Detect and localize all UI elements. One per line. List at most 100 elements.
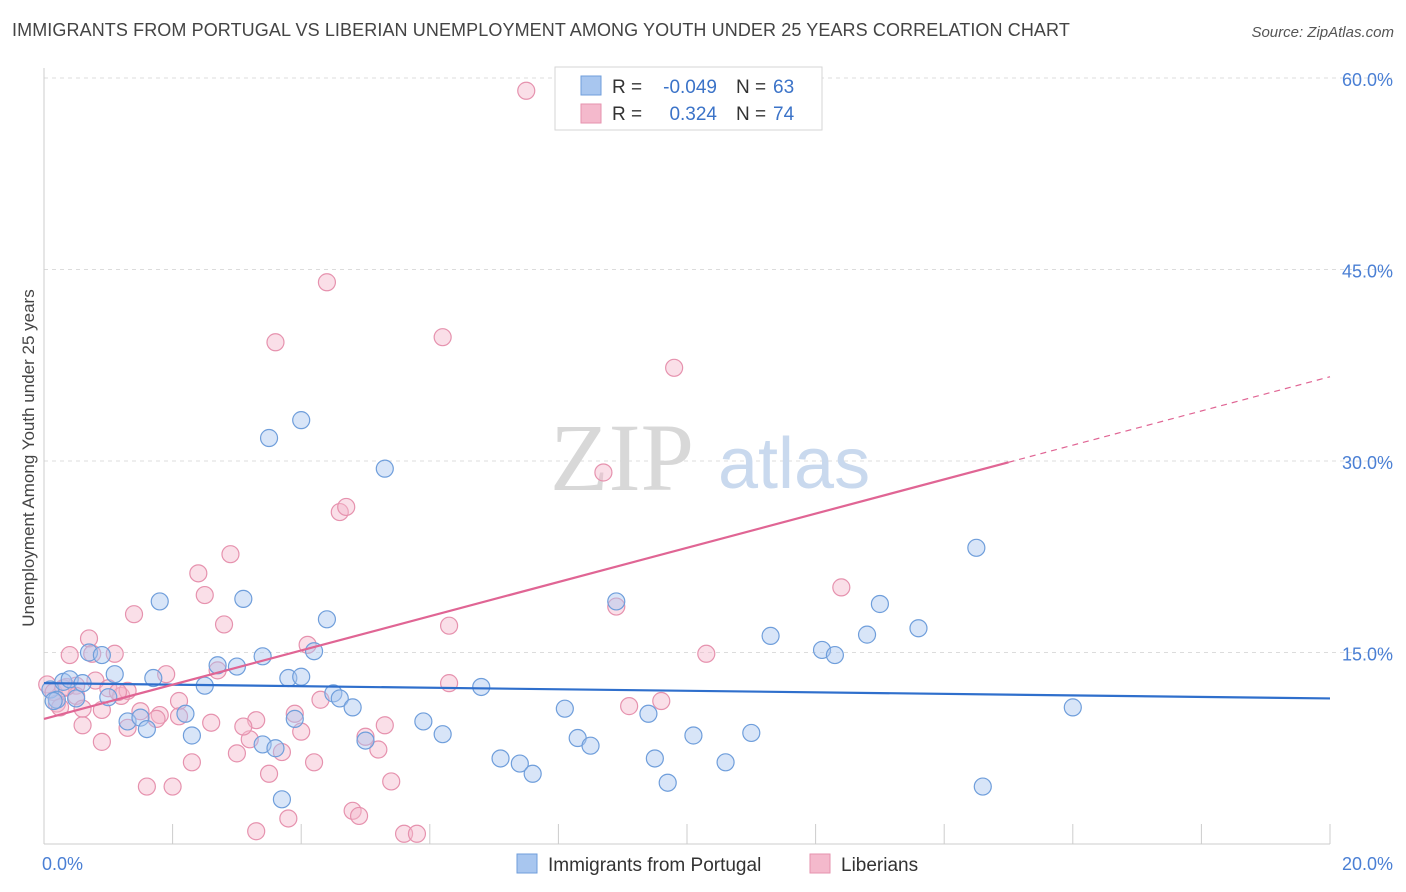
liberians-point-18 (124, 605, 144, 624)
liberians-point-7 (73, 716, 92, 735)
y-tick-label-1: 30.0% (1342, 453, 1393, 473)
liberians-point-19 (131, 702, 150, 721)
liberians-point-26 (182, 753, 201, 772)
liberians-point-14 (105, 644, 124, 663)
portugal-point-35 (356, 731, 375, 750)
liberians-point-60 (594, 463, 613, 482)
portugal-point-25 (272, 790, 292, 809)
portugal-point-28 (292, 667, 311, 686)
legend-pink-r-value: 0.324 (669, 104, 717, 125)
series-portugal (41, 411, 1082, 809)
portugal-point-39 (472, 677, 491, 697)
chart-title: IMMIGRANTS FROM PORTUGAL VS LIBERIAN UNE… (12, 20, 1070, 40)
liberians-point-56 (433, 328, 452, 347)
bottom-legend-pink-swatch (809, 853, 831, 874)
portugal-point-53 (761, 626, 780, 646)
x-tick-label-0: 0.0% (42, 854, 83, 874)
portugal-point-40 (491, 749, 510, 768)
legend-pink-n-label: N = (736, 104, 766, 125)
portugal-point-55 (825, 645, 844, 665)
liberians-point-57 (439, 616, 459, 635)
grid-lines (44, 77, 1392, 653)
legend-blue-r-label: R = (612, 77, 642, 98)
portugal-point-56 (857, 625, 877, 644)
liberians-point-17 (118, 718, 137, 737)
liberians-point-55 (407, 824, 427, 843)
liberians-point-28 (195, 585, 214, 605)
liberians-point-49 (349, 806, 369, 826)
portugal-point-29 (292, 411, 311, 430)
portugal-point-33 (330, 689, 349, 708)
liberians-point-27 (189, 564, 208, 583)
y-axis-label: Unemployment Among Youth under 25 years (19, 289, 38, 626)
portugal-point-57 (870, 594, 890, 614)
portugal-point-11 (131, 708, 150, 727)
bottom-legend-pink-label: Liberians (841, 855, 918, 876)
y-tick-labels: 15.0% 30.0% 45.0% 60.0% (1342, 70, 1393, 665)
legend-blue-swatch (580, 75, 602, 96)
liberians-point-64 (665, 358, 684, 377)
series-liberians (38, 81, 851, 843)
portugal-point-31 (317, 610, 337, 629)
portugal-point-41 (510, 754, 529, 773)
trend-line-liberians-extrapolated (1008, 376, 1331, 463)
series-legend: Immigrants from Portugal Liberians (516, 853, 918, 876)
legend-blue-n-value: 63 (773, 77, 794, 98)
watermark-zip: ZIP (550, 404, 694, 511)
portugal-point-27 (285, 709, 304, 728)
liberians-point-50 (356, 727, 375, 746)
portugal-point-7 (92, 645, 111, 665)
liberians-point-61 (607, 597, 626, 616)
liberians-point-40 (285, 704, 304, 723)
portugal-point-61 (1063, 698, 1082, 717)
portugal-point-23 (259, 428, 279, 448)
portugal-point-9 (105, 665, 124, 684)
x-tick-label-1: 20.0% (1342, 854, 1393, 874)
legend-pink-n-value: 74 (773, 104, 795, 125)
portugal-point-50 (684, 726, 703, 745)
x-tick-labels: 0.0% 20.0% (42, 854, 1393, 874)
liberians-point-65 (697, 644, 716, 663)
bottom-legend-blue-label: Immigrants from Portugal (548, 855, 761, 876)
liberians-point-45 (317, 273, 337, 292)
liberians-point-20 (137, 777, 156, 796)
portugal-point-62 (44, 691, 63, 711)
liberians-point-51 (369, 740, 388, 759)
liberians-point-66 (832, 578, 851, 597)
portugal-point-12 (137, 719, 156, 739)
liberians-point-47 (337, 497, 356, 517)
portugal-point-48 (645, 749, 664, 768)
portugal-point-46 (607, 592, 626, 611)
liberians-point-72 (234, 717, 253, 736)
portugal-point-36 (375, 459, 394, 478)
legend-pink-swatch (580, 103, 602, 124)
axes (43, 68, 1331, 845)
liberians-point-39 (279, 809, 298, 828)
portugal-point-51 (716, 753, 735, 772)
portugal-point-4 (67, 689, 86, 708)
y-tick-label-0: 15.0% (1342, 645, 1393, 665)
legend-blue-r-value: -0.049 (663, 77, 717, 98)
liberians-point-4 (60, 645, 79, 665)
liberians-point-12 (92, 732, 111, 751)
portugal-point-45 (581, 736, 600, 755)
liberians-point-34 (247, 822, 266, 841)
liberians-point-36 (259, 764, 279, 783)
portugal-point-59 (967, 538, 986, 557)
bottom-legend-blue-swatch (516, 853, 538, 874)
portugal-point-13 (144, 668, 163, 688)
correlation-legend: R = -0.049 N = 63 R = 0.324 N = 74 (554, 66, 823, 131)
portugal-point-37 (414, 712, 433, 731)
portugal-point-24 (266, 739, 285, 758)
liberians-point-31 (221, 545, 240, 564)
legend-pink-r-label: R = (612, 104, 642, 125)
liberians-point-43 (304, 753, 324, 772)
portugal-point-60 (973, 777, 992, 796)
y-tick-label-3: 60.0% (1342, 70, 1393, 90)
portugal-point-58 (909, 619, 928, 638)
liberians-point-9 (79, 629, 99, 648)
liberians-point-62 (620, 697, 639, 716)
portugal-point-34 (343, 698, 362, 717)
portugal-point-16 (182, 726, 201, 745)
